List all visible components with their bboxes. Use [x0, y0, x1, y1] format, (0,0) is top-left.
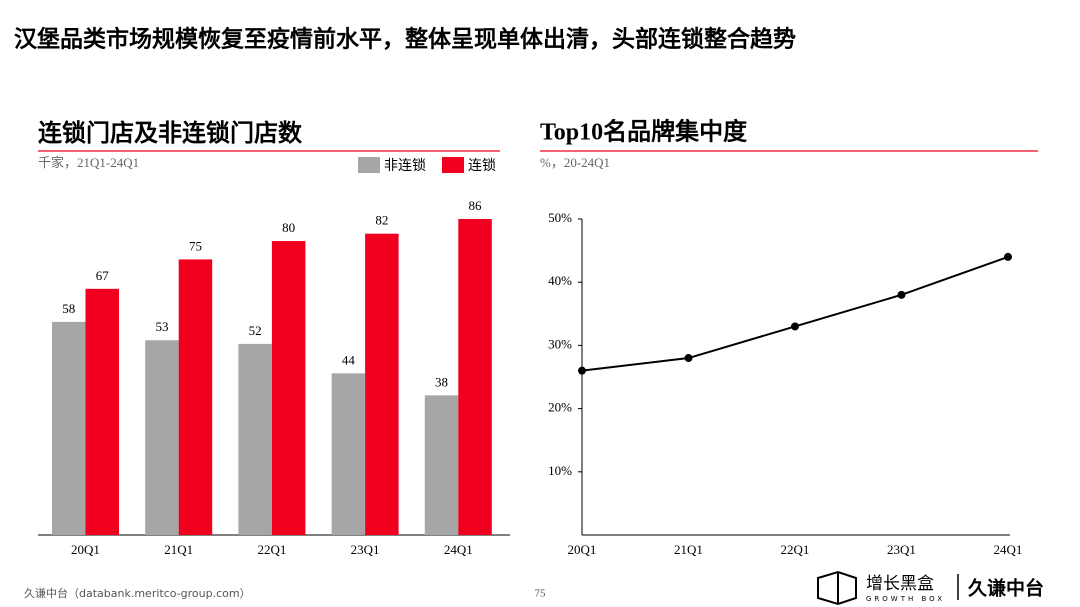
- legend-label: 非连锁: [384, 158, 426, 174]
- chart-title: Top10名品牌集中度: [540, 118, 748, 146]
- y-tick-label: 20%: [548, 400, 572, 415]
- legend-swatch: [358, 157, 380, 173]
- x-tick-label: 23Q1: [351, 542, 380, 557]
- data-label: 80: [282, 220, 295, 235]
- point: [684, 354, 693, 363]
- legend-swatch: [442, 157, 464, 173]
- bar: [85, 288, 119, 535]
- x-tick-label: 24Q1: [994, 542, 1023, 557]
- data-label: 75: [189, 238, 202, 253]
- point: [897, 290, 906, 299]
- data-label: 86: [469, 198, 483, 213]
- chart-subtitle: %，20-24Q1: [540, 155, 610, 170]
- logo-subtext: GROWTH BOX: [866, 595, 945, 603]
- bar: [365, 233, 399, 535]
- data-label: 44: [342, 352, 356, 367]
- data-label: 82: [375, 213, 388, 228]
- data-label: 53: [155, 319, 168, 334]
- point: [1004, 252, 1012, 261]
- chart-subtitle: 千家，21Q1-24Q1: [38, 155, 139, 170]
- data-label: 38: [435, 374, 448, 389]
- data-label: 52: [249, 323, 262, 338]
- x-tick-label: 20Q1: [568, 542, 597, 557]
- data-label: 67: [96, 268, 110, 283]
- x-tick-label: 20Q1: [71, 542, 100, 557]
- logo-icon: [817, 570, 857, 606]
- x-tick-label: 22Q1: [257, 542, 286, 557]
- data-label: 58: [62, 301, 75, 316]
- bar: [52, 321, 86, 535]
- bar: [145, 340, 179, 535]
- bar: [271, 241, 306, 535]
- bar: [331, 373, 366, 535]
- bar: [458, 219, 492, 535]
- slide-title: 汉堡品类市场规模恢复至疫情前水平，整体呈现单体出清，头部连锁整合趋势: [14, 26, 796, 53]
- chart-title: 连锁门店及非连锁门店数: [38, 119, 303, 147]
- x-tick-label: 24Q1: [444, 542, 473, 557]
- bar: [424, 395, 459, 535]
- x-tick-label: 21Q1: [164, 542, 193, 557]
- legend-label: 连锁: [468, 158, 496, 174]
- page-number: 75: [535, 588, 547, 600]
- bar: [238, 343, 272, 535]
- point: [791, 322, 799, 331]
- y-tick-label: 50%: [548, 210, 572, 225]
- source: 久谦中台（databank.meritco-group.com）: [24, 586, 251, 600]
- x-tick-label: 23Q1: [887, 542, 916, 557]
- x-tick-label: 22Q1: [781, 542, 810, 557]
- y-tick-label: 30%: [548, 336, 572, 351]
- y-tick-label: 40%: [548, 273, 572, 288]
- bar: [178, 259, 213, 535]
- point: [578, 366, 586, 375]
- line: [581, 255, 1009, 372]
- y-tick-label: 10%: [548, 463, 572, 478]
- brand: 久谦中台: [968, 577, 1044, 600]
- x-tick-label: 21Q1: [674, 542, 703, 557]
- logo-text: 增长黑盒: [866, 574, 934, 594]
